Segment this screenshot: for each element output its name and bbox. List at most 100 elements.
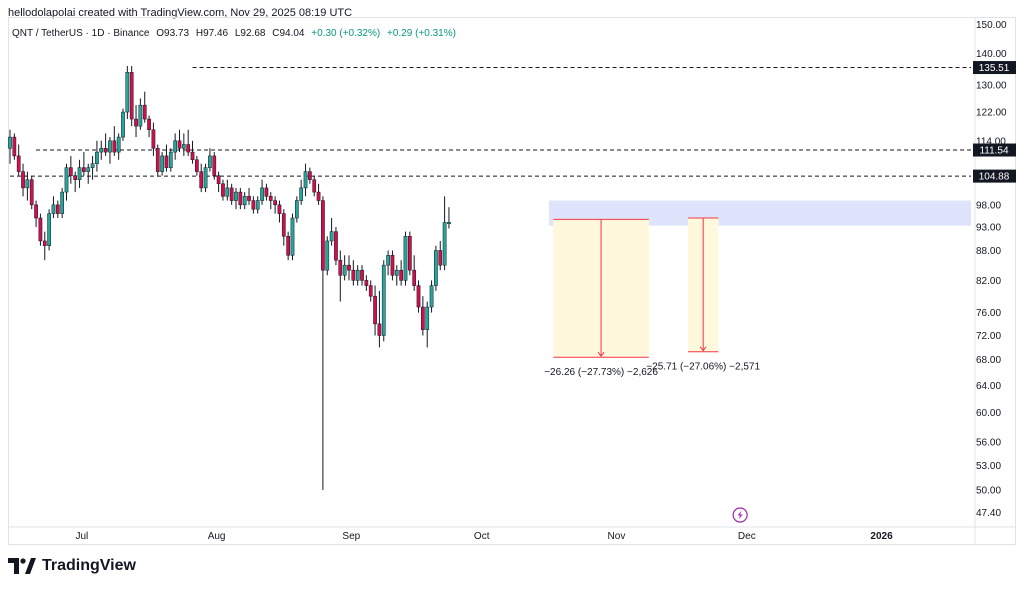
y-tick-label: 130.00 (976, 81, 1007, 92)
candle-body (425, 306, 430, 330)
ohlc-close: C94.04 (272, 28, 305, 39)
candle-body (164, 155, 169, 168)
y-tick-label: 68.00 (976, 355, 1001, 366)
y-tick-label: 47.40 (976, 508, 1001, 519)
level-price-tag (973, 169, 1016, 183)
ohlc-high: H97.46 (195, 28, 229, 39)
y-tick-label: 150.00 (976, 20, 1007, 31)
candle-body (55, 204, 60, 214)
candle-body (438, 250, 443, 266)
candle-body (147, 118, 151, 131)
candle-body (134, 118, 138, 127)
ohlc-change-2: +0.29 (+0.31%) (387, 28, 456, 39)
candle-body (177, 140, 182, 149)
event-marker-bolt (737, 510, 743, 520)
candle-body (386, 255, 390, 266)
candle-body (216, 175, 221, 185)
candle-body (447, 222, 451, 224)
y-tick-label: 98.00 (976, 200, 1001, 211)
candle-body (247, 196, 251, 201)
tradingview-logo-text: TradingView (42, 557, 136, 574)
candle-body (321, 200, 325, 271)
candle-body (73, 175, 78, 180)
candle-body (68, 167, 73, 176)
level-price-tag (973, 143, 1016, 157)
candle-body (34, 204, 38, 219)
candle-body (377, 323, 382, 336)
candle-body (316, 191, 321, 201)
candle-body (273, 200, 277, 206)
y-tick-label: 56.00 (976, 437, 1001, 448)
candle-body (416, 285, 421, 308)
candle-body (281, 213, 286, 237)
y-tick-label: 76.00 (976, 308, 1001, 319)
candle-body (142, 104, 147, 120)
x-tick-label: Sep (342, 531, 360, 542)
y-tick-label: 64.00 (976, 381, 1001, 392)
candle-body (381, 264, 386, 336)
measure-label: −26.26 (−27.73%) −2,626 (544, 367, 658, 378)
candle-body (208, 155, 212, 168)
tradingview-logo: TradingView (8, 557, 136, 575)
candle-body (16, 155, 21, 172)
y-tick-label: 114.00 (976, 136, 1006, 147)
candle-body (390, 255, 395, 276)
candle-body (403, 236, 408, 281)
candle-body (12, 136, 17, 157)
candle-body (181, 144, 186, 149)
candle-body (29, 179, 34, 206)
candle-body (103, 148, 108, 153)
symbol-legend: QNT / TetherUS · 1D · Binance O93.73 H97… (12, 28, 460, 39)
candle-body (190, 151, 195, 161)
candle-body (299, 187, 304, 201)
candle-body (260, 187, 264, 201)
candle-body (64, 167, 69, 193)
candle-body (399, 269, 403, 281)
y-tick-label: 60.00 (976, 408, 1001, 419)
candle-body (116, 136, 121, 153)
candle-body (151, 129, 156, 149)
candle-body (255, 200, 260, 210)
candle-body (42, 240, 47, 246)
candle-body (60, 191, 65, 214)
candle-body (77, 167, 82, 180)
candle-body (308, 171, 312, 180)
candle-body (168, 151, 173, 168)
candle-body (286, 236, 290, 256)
candle-body (138, 104, 143, 127)
candle-body (264, 187, 269, 197)
candle-body (429, 285, 434, 308)
level-price-label: 135.51 (979, 63, 1010, 74)
candle-body (351, 269, 356, 281)
chart-frame (8, 17, 1016, 545)
symbol-name[interactable]: QNT / TetherUS · 1D · Binance (12, 28, 150, 39)
candle-body (347, 264, 351, 271)
candle-body (82, 167, 86, 172)
measure-arrow-head (699, 346, 707, 352)
y-tick-label: 53.00 (976, 461, 1001, 472)
candle-body (203, 167, 208, 189)
candle-body (312, 179, 317, 193)
x-tick-label: Oct (474, 531, 490, 542)
measure-arrow-head (597, 351, 605, 358)
y-tick-label: 50.00 (976, 486, 1001, 497)
candle-body (51, 204, 56, 214)
candle-body (407, 236, 412, 271)
candle-body (421, 306, 425, 330)
y-tick-label: 140.00 (976, 49, 1007, 60)
candle-body (86, 167, 91, 172)
candle-body (95, 151, 99, 164)
candle-body (268, 196, 273, 201)
candle-body (355, 269, 360, 281)
candle-body (125, 72, 130, 113)
y-tick-label: 122.00 (976, 108, 1007, 119)
candle-body (290, 217, 295, 256)
ohlc-open: O93.73 (156, 28, 190, 39)
y-tick-label: 72.00 (976, 331, 1001, 342)
candle-body (112, 140, 117, 153)
tradingview-logo-icon (8, 558, 36, 574)
x-tick-label: Dec (738, 531, 756, 542)
candle-body (412, 269, 417, 286)
ohlc-change: +0.30 (+0.32%) (311, 28, 381, 39)
